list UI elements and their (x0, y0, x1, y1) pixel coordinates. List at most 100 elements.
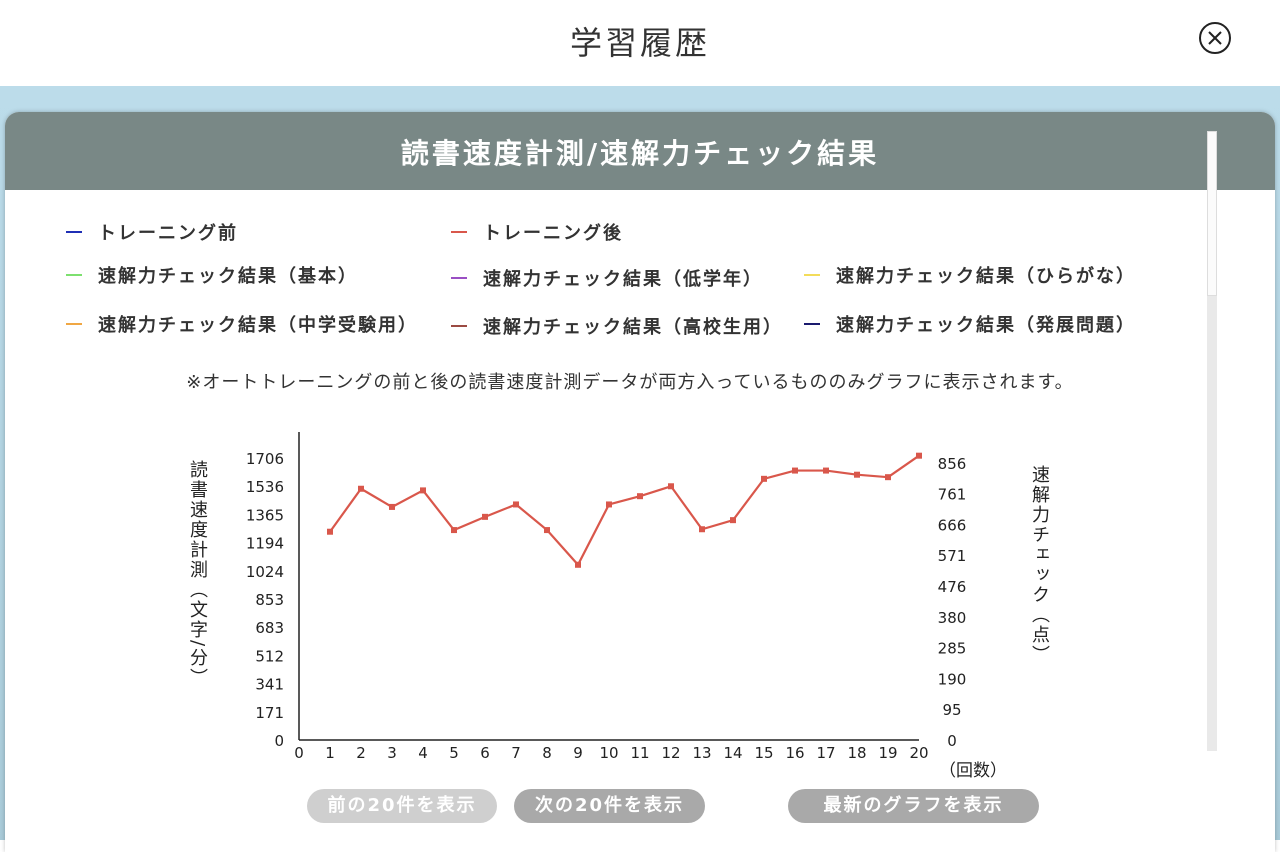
legend-swatch (66, 231, 82, 233)
scrollbar[interactable] (1207, 131, 1217, 751)
legend-label: 速解力チェック結果（ひらがな） (836, 266, 1136, 287)
legend-swatch (66, 274, 82, 276)
legend-item: 速解力チェック結果（高校生用） (451, 313, 783, 339)
data-point (451, 527, 457, 534)
data-point (823, 467, 829, 474)
data-point (544, 527, 550, 534)
top-bar: 学習履歴 (0, 0, 1280, 86)
legend-swatch (804, 274, 820, 276)
legend-swatch (66, 323, 82, 325)
legend-label: トレーニング前 (98, 223, 238, 244)
x-tick-label: 19 (878, 744, 897, 762)
y-left-tick-label: 1706 (246, 450, 284, 468)
x-axis-title: （回数） (939, 761, 1007, 781)
data-point (916, 452, 922, 459)
graph-note: ※オートトレーニングの前と後の読書速度計測データが両方入っているもののみグラフに… (186, 372, 1074, 393)
legend-swatch (451, 231, 467, 233)
legend-item: 速解力チェック結果（ひらがな） (804, 262, 1136, 288)
y-left-tick-label: 1194 (246, 535, 284, 553)
y-left-tick-label: 512 (255, 647, 284, 665)
y-right-tick-label: 190 (938, 670, 967, 688)
data-point (358, 485, 364, 492)
legend-label: 速解力チェック結果（高校生用） (483, 317, 783, 338)
y-right-tick-label: 571 (938, 547, 967, 565)
x-tick-label: 5 (449, 744, 459, 762)
data-point (420, 487, 426, 494)
data-point (575, 561, 581, 568)
legend-item: 速解力チェック結果（低学年） (451, 265, 763, 291)
legend-label: 速解力チェック結果（低学年） (483, 269, 763, 290)
y-right-tick-label: 380 (938, 609, 967, 627)
y-right-tick-label: 285 (938, 640, 967, 658)
data-point (327, 528, 333, 535)
data-point (606, 501, 612, 508)
y-left-tick-label: 1536 (246, 478, 284, 496)
data-point (668, 483, 674, 490)
x-tick-label: 7 (511, 744, 521, 762)
legend-item: 速解力チェック結果（中学受験用） (66, 311, 418, 337)
x-tick-label: 2 (356, 744, 366, 762)
scrollbar-thumb[interactable] (1207, 131, 1217, 296)
y-right-tick-label: 95 (942, 701, 961, 719)
latest-graph-button[interactable]: 最新のグラフを表示 (788, 789, 1039, 823)
data-point (513, 501, 519, 508)
data-point (637, 493, 643, 500)
y-left-tick-label: 171 (255, 704, 284, 722)
data-point (792, 467, 798, 474)
legend-swatch (804, 323, 820, 325)
close-icon (1208, 31, 1222, 45)
x-tick-label: 3 (387, 744, 397, 762)
y-right-axis-title: 速解力チェック（点） (1029, 465, 1050, 665)
legend-label: 速解力チェック結果（基本） (98, 266, 358, 287)
x-tick-label: 8 (542, 744, 552, 762)
page-title: 学習履歴 (569, 24, 710, 62)
data-point (761, 475, 767, 482)
prev-20-button[interactable]: 前の20件を表示 (307, 789, 497, 823)
legend-item: 速解力チェック結果（基本） (66, 262, 358, 288)
legend-item: 速解力チェック結果（発展問題） (804, 311, 1136, 337)
data-point (885, 474, 891, 481)
x-tick-label: 1 (325, 744, 335, 762)
y-left-tick-label: 853 (255, 591, 284, 609)
y-left-tick-label: 683 (255, 619, 284, 637)
close-button[interactable] (1199, 22, 1231, 54)
legend-label: トレーニング後 (483, 223, 623, 244)
x-tick-label: 17 (816, 744, 835, 762)
data-point (854, 471, 860, 478)
x-tick-label: 20 (909, 744, 928, 762)
legend-label: 速解力チェック結果（中学受験用） (98, 315, 418, 336)
x-tick-label: 13 (692, 744, 711, 762)
y-right-tick-label: 0 (947, 732, 957, 750)
data-point (730, 517, 736, 524)
x-tick-label: 9 (573, 744, 583, 762)
y-right-tick-label: 856 (938, 455, 967, 473)
x-tick-label: 0 (294, 744, 304, 762)
y-left-tick-label: 341 (255, 676, 284, 694)
y-left-tick-label: 1024 (246, 563, 284, 581)
panel-title: 読書速度計測/速解力チェック結果 (400, 137, 880, 170)
x-tick-label: 4 (418, 744, 428, 762)
next-20-button[interactable]: 次の20件を表示 (514, 789, 705, 823)
results-panel: 読書速度計測/速解力チェック結果 (5, 112, 1275, 852)
legend-label: 速解力チェック結果（発展問題） (836, 315, 1136, 336)
x-tick-label: 18 (847, 744, 866, 762)
data-point (389, 503, 395, 510)
x-tick-label: 10 (599, 744, 618, 762)
x-tick-label: 14 (723, 744, 742, 762)
y-right-tick-label: 476 (938, 578, 967, 596)
x-tick-label: 11 (630, 744, 649, 762)
legend-swatch (451, 277, 467, 279)
legend-item: トレーニング後 (451, 219, 623, 245)
panel-header: 読書速度計測/速解力チェック結果 (5, 112, 1275, 190)
y-left-axis-title: 読書速度計測（文字/分） (187, 460, 208, 689)
data-point (482, 513, 488, 520)
legend-item: トレーニング前 (66, 219, 238, 245)
x-tick-label: 15 (754, 744, 773, 762)
data-point (699, 526, 705, 533)
y-right-tick-label: 666 (938, 516, 967, 534)
y-left-tick-label: 0 (274, 732, 284, 750)
x-tick-label: 12 (661, 744, 680, 762)
x-tick-label: 6 (480, 744, 490, 762)
y-right-tick-label: 761 (938, 486, 967, 504)
